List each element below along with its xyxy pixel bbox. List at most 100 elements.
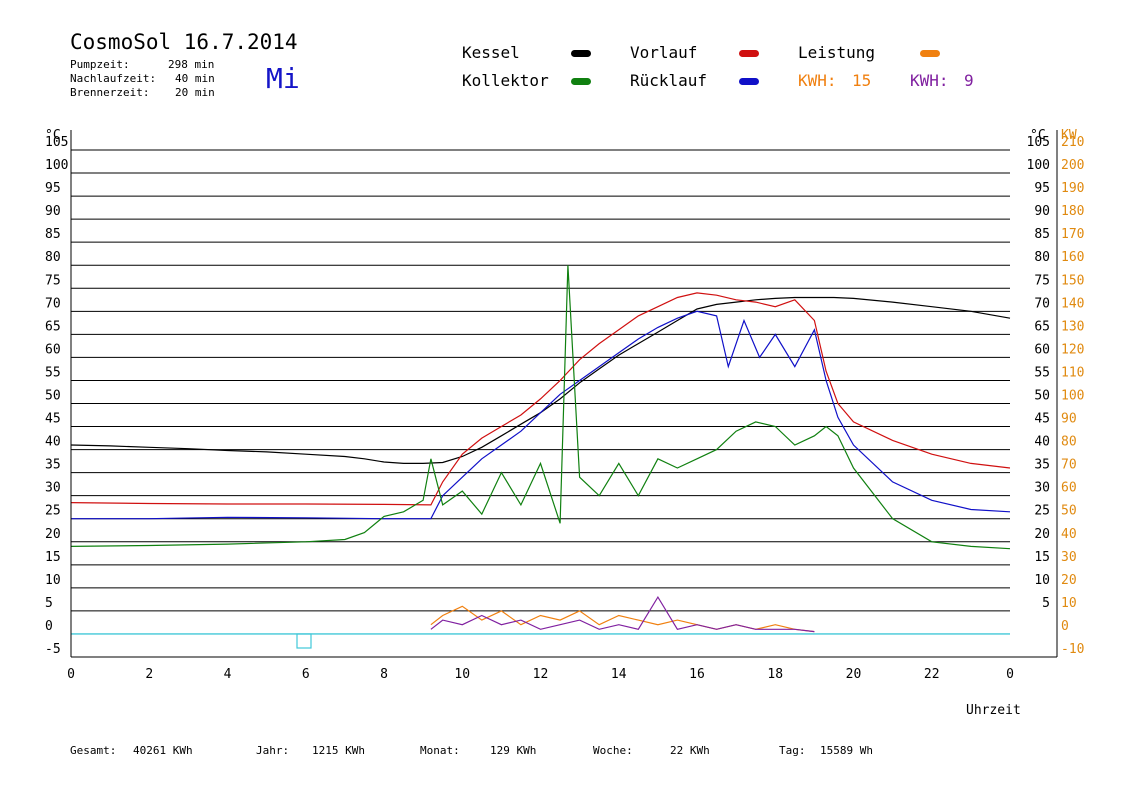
left-axis-unit: °C: [45, 128, 61, 143]
power-tick-label: 90: [1061, 412, 1077, 427]
y-tick-label: 40: [45, 435, 61, 450]
power-tick-label: -10: [1061, 642, 1084, 657]
y-right-tick-label: 75: [1034, 273, 1050, 288]
x-tick-label: 18: [767, 667, 783, 682]
x-tick-label: 10: [454, 667, 470, 682]
legend-kwh1-value: 15: [852, 71, 872, 90]
power-tick-label: 60: [1061, 481, 1077, 496]
y-tick-label: 105: [45, 135, 68, 150]
power-tick-label: 110: [1061, 365, 1084, 380]
x-axis-label: Uhrzeit: [966, 703, 1021, 718]
x-tick-label: 16: [689, 667, 705, 682]
x-tick-label: 2: [145, 667, 153, 682]
power-axis-unit: KW: [1061, 128, 1077, 143]
y-right-tick-label: 50: [1034, 389, 1050, 404]
brennerzeit-label: Brennerzeit:: [70, 86, 150, 99]
y-tick-label: 95: [45, 181, 61, 196]
series-line-vorlauf: [70, 292, 1011, 506]
series-line-rcklauf: [71, 310, 1011, 520]
legend-leistung-label: Leistung: [798, 43, 876, 62]
power-tick-label: 100: [1061, 389, 1084, 404]
tag-label: Tag:: [779, 744, 806, 757]
scroll-marker[interactable]: [296, 633, 312, 649]
nachlaufzeit-value: 40 min: [175, 72, 215, 85]
y-tick-label: 50: [45, 389, 61, 404]
pumpzeit-value: 298 min: [168, 58, 215, 71]
x-tick-label: 22: [924, 667, 940, 682]
power-tick-label: 120: [1061, 342, 1084, 357]
y-right-tick-label: 65: [1034, 319, 1050, 334]
series-line-kollektor: [70, 265, 1011, 550]
power-tick-label: 180: [1061, 204, 1084, 219]
nachlaufzeit-label: Nachlaufzeit:: [70, 72, 157, 85]
y-right-tick-label: 10: [1034, 573, 1050, 588]
power-tick-label: 0: [1061, 619, 1069, 634]
woche-value: 22 KWh: [670, 744, 710, 757]
y-right-tick-label: 25: [1034, 504, 1050, 519]
y-right-tick-label: 20: [1034, 527, 1050, 542]
x-tick-label: 14: [611, 667, 627, 682]
series-line-kwh: [430, 595, 815, 633]
y-tick-label: 70: [45, 296, 61, 311]
y-tick-label: 100: [45, 158, 68, 173]
power-tick-label: 130: [1061, 319, 1084, 334]
legend-ruecklauf-swatch: [739, 78, 759, 85]
power-tick-label: 10: [1061, 596, 1077, 611]
gesamt-label: Gesamt:: [70, 744, 117, 757]
y-right-tick-label: 60: [1034, 342, 1050, 357]
y-tick-label: 60: [45, 342, 61, 357]
y-tick-label: 35: [45, 458, 61, 473]
x-tick-label: 4: [224, 667, 232, 682]
woche-label: Woche:: [593, 744, 633, 757]
y-right-tick-label: 80: [1034, 250, 1050, 265]
legend-kollektor-swatch: [571, 78, 591, 85]
y-tick-label: 65: [45, 319, 61, 334]
y-tick-label: 90: [45, 204, 61, 219]
y-tick-label: 5: [45, 596, 53, 611]
y-right-tick-label: 95: [1034, 181, 1050, 196]
chart-series: [70, 265, 1011, 633]
x-tick-label: 0: [1006, 667, 1014, 682]
power-tick-label: 50: [1061, 504, 1077, 519]
y-right-tick-label: 55: [1034, 365, 1050, 380]
legend-kollektor-label: Kollektor: [462, 71, 549, 90]
brennerzeit-value: 20 min: [175, 86, 215, 99]
power-tick-label: 70: [1061, 458, 1077, 473]
power-tick-label: 20: [1061, 573, 1077, 588]
y-tick-label: 85: [45, 227, 61, 242]
y-right-tick-label: 40: [1034, 435, 1050, 450]
y-right-tick-label: 85: [1034, 227, 1050, 242]
legend-vorlauf-label: Vorlauf: [630, 43, 698, 62]
y-tick-label: 55: [45, 365, 61, 380]
y-tick-label: 20: [45, 527, 61, 542]
right-axis-unit: °C: [1030, 128, 1046, 143]
y-right-tick-label: 30: [1034, 481, 1050, 496]
power-tick-label: 140: [1061, 296, 1084, 311]
power-tick-label: 160: [1061, 250, 1084, 265]
power-tick-label: 80: [1061, 435, 1077, 450]
y-tick-label: 10: [45, 573, 61, 588]
monat-label: Monat:: [420, 744, 460, 757]
y-tick-label: 75: [45, 273, 61, 288]
y-tick-label: 80: [45, 250, 61, 265]
y-right-tick-label: 15: [1034, 550, 1050, 565]
legend-kwh2-label: KWH:: [910, 71, 949, 90]
chart-grid: [71, 149, 1057, 658]
power-tick-label: 170: [1061, 227, 1084, 242]
y-right-tick-label: 70: [1034, 296, 1050, 311]
y-right-tick-label: 35: [1034, 458, 1050, 473]
y-right-tick-label: 5: [1042, 596, 1050, 611]
legend-vorlauf-swatch: [739, 50, 759, 57]
legend-kwh1-label: KWH:: [798, 71, 837, 90]
y-right-tick-label: 45: [1034, 412, 1050, 427]
x-tick-label: 8: [380, 667, 388, 682]
x-tick-label: 12: [533, 667, 549, 682]
y-right-tick-label: 90: [1034, 204, 1050, 219]
legend-ruecklauf-label: Rücklauf: [630, 71, 708, 90]
power-tick-label: 150: [1061, 273, 1084, 288]
power-tick-label: 200: [1061, 158, 1084, 173]
chart-title: CosmoSol 16.7.2014: [70, 30, 298, 54]
power-tick-label: 190: [1061, 181, 1084, 196]
gesamt-value: 40261 KWh: [133, 744, 193, 757]
legend-leistung-swatch: [920, 50, 940, 57]
